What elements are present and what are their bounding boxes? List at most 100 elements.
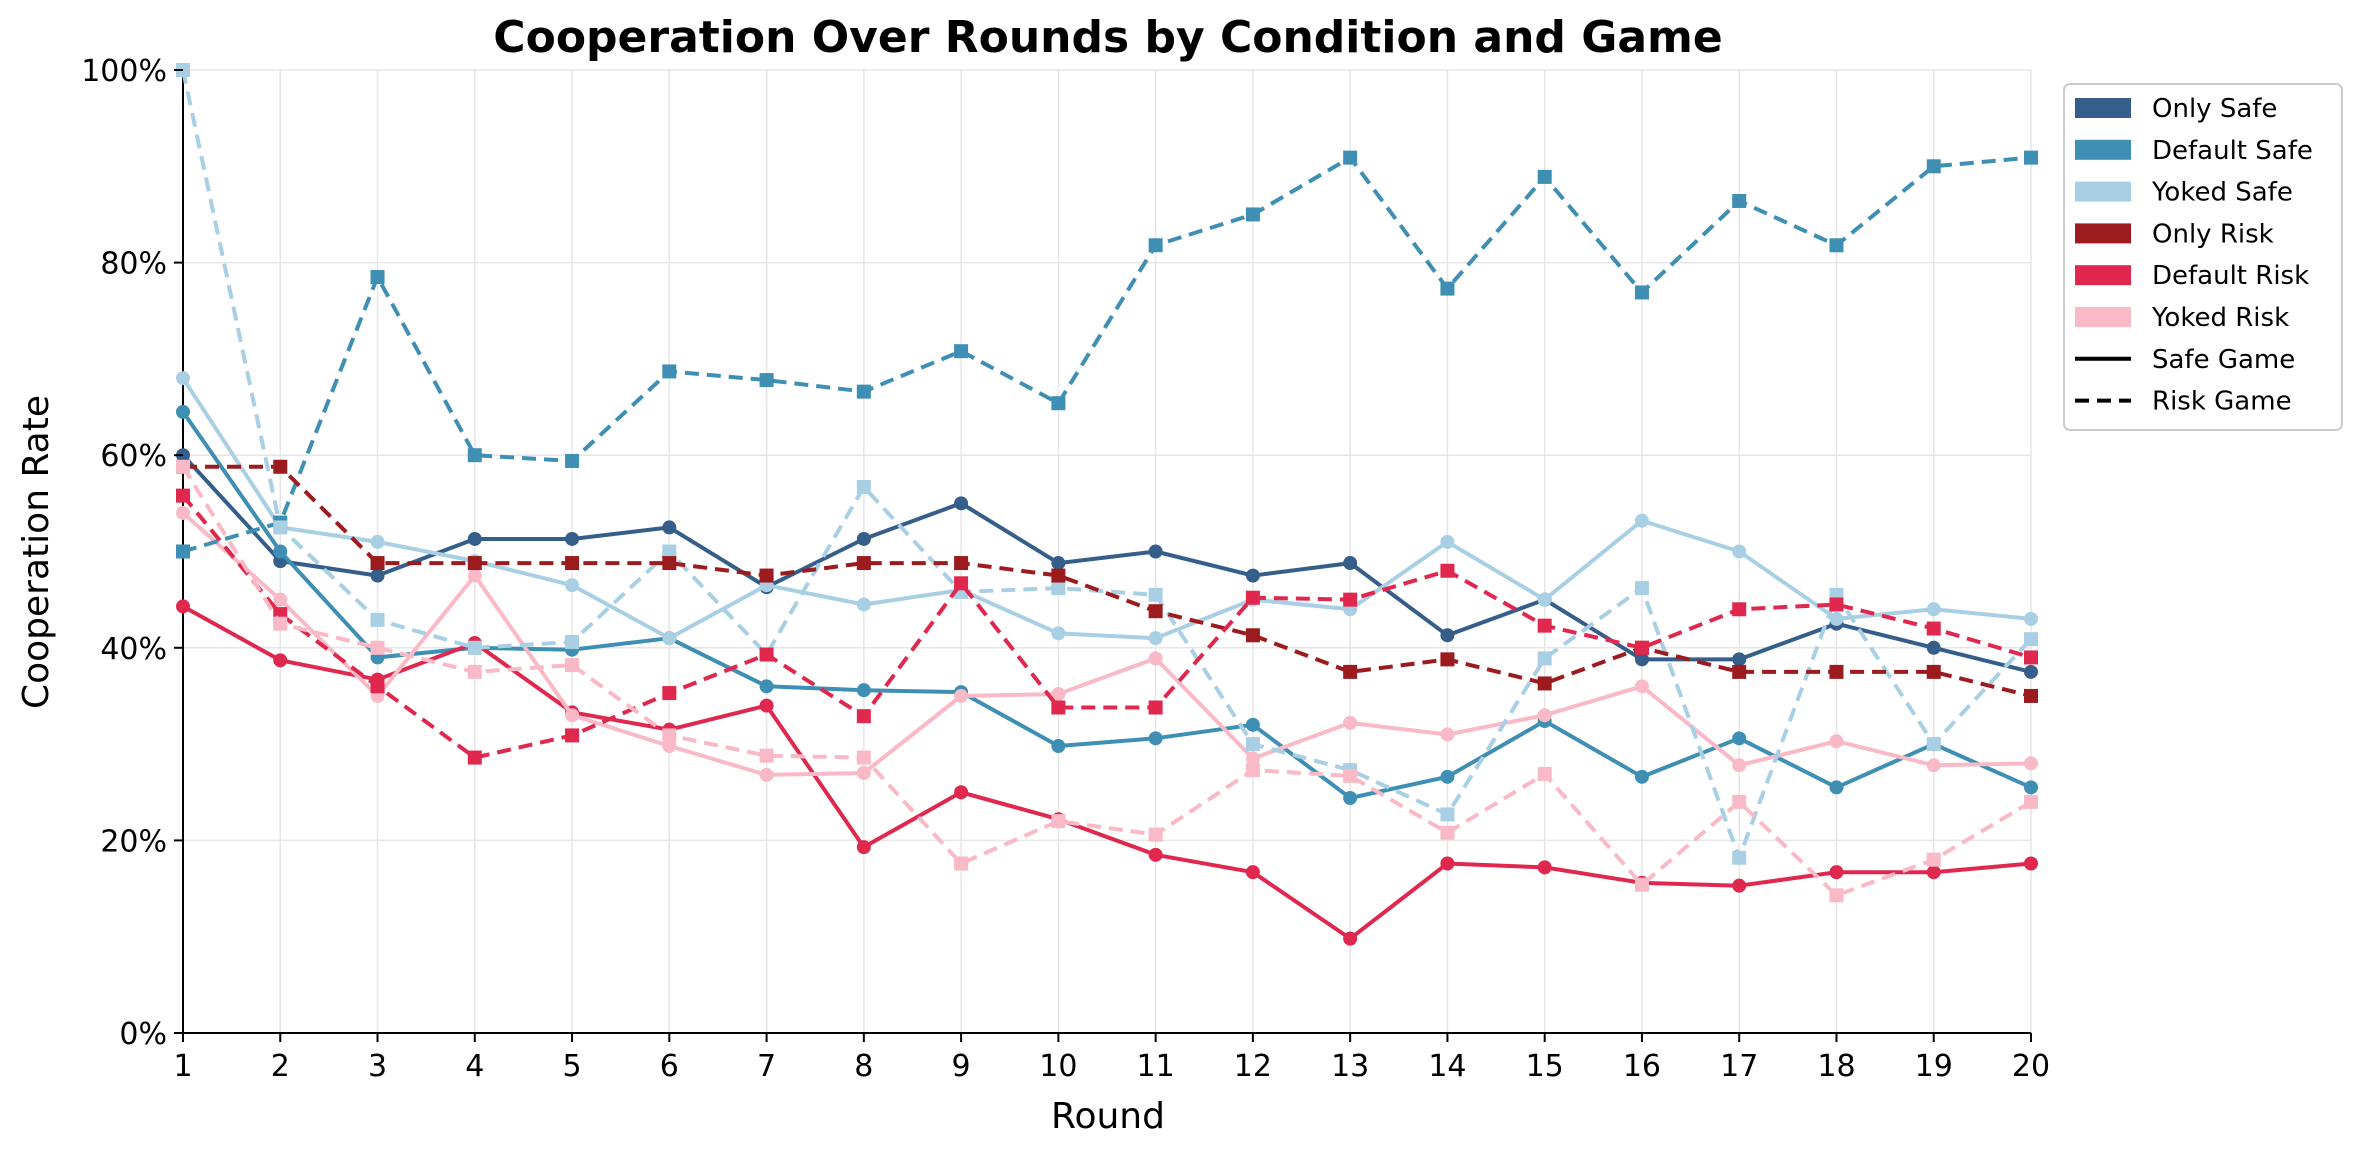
data-point [954, 496, 969, 511]
data-point [954, 785, 969, 800]
data-point [467, 448, 482, 463]
data-point [1148, 604, 1163, 619]
data-point [1343, 556, 1358, 571]
data-point [1829, 597, 1844, 612]
legend-item: Only Safe [2075, 94, 2277, 124]
data-point [1537, 676, 1552, 691]
data-point [176, 404, 190, 419]
data-point [467, 640, 482, 655]
data-point [1148, 847, 1163, 862]
data-point [2024, 664, 2038, 679]
data-point [1634, 652, 1649, 667]
data-point [1148, 587, 1163, 602]
data-point [1732, 193, 1747, 208]
data-point [2024, 150, 2038, 165]
data-point [370, 612, 385, 627]
legend-swatch [2075, 181, 2131, 202]
data-point [856, 765, 871, 780]
data-point [467, 556, 482, 571]
data-point [1926, 159, 1941, 174]
data-point [1926, 737, 1941, 752]
x-tick-label: 4 [465, 1049, 484, 1084]
data-point [1245, 763, 1260, 778]
x-tick-label: 16 [1623, 1049, 1661, 1084]
x-tick-label: 6 [660, 1049, 679, 1084]
x-tick-label: 1 [173, 1049, 192, 1084]
legend-swatch [2075, 98, 2131, 118]
legend-label: Default Risk [2152, 261, 2309, 291]
series-line-default-safe-risk-game [182, 155, 2032, 554]
x-tick-label: 12 [1234, 1049, 1272, 1084]
data-point [1926, 852, 1941, 867]
data-point [1926, 602, 1941, 617]
legend-item: Yoked Risk [2075, 303, 2289, 333]
data-point [1634, 513, 1649, 528]
y-tick-label: 40% [100, 632, 167, 667]
x-tick-label: 20 [2012, 1049, 2050, 1084]
data-point [759, 748, 774, 763]
data-point [856, 750, 871, 765]
data-point [273, 616, 288, 631]
data-point [1732, 794, 1747, 809]
x-tick-label: 13 [1331, 1049, 1369, 1084]
data-point [1537, 766, 1552, 781]
data-point [370, 679, 385, 694]
data-point [1148, 700, 1163, 715]
data-point [1440, 769, 1455, 784]
data-point [467, 750, 482, 765]
data-point [565, 531, 580, 546]
series-only-risk-risk-game [176, 459, 2038, 703]
data-point [1829, 780, 1844, 795]
data-point [1051, 700, 1066, 715]
data-point [759, 698, 774, 713]
data-point [856, 709, 871, 724]
legend-frame [2063, 83, 2343, 431]
y-tick-label: 100% [81, 54, 167, 89]
data-point [1245, 207, 1260, 222]
series-line-only-safe-safe-game [181, 453, 2032, 674]
x-tick-label: 17 [1720, 1049, 1758, 1084]
legend-item: Safe Game [2075, 345, 2295, 375]
data-point [273, 592, 288, 607]
legend-swatch [2075, 139, 2131, 160]
data-point [1732, 850, 1747, 865]
data-point [1732, 664, 1747, 679]
x-tick-label: 2 [271, 1049, 290, 1084]
data-point [1051, 556, 1066, 571]
data-point [954, 576, 969, 591]
x-tick-label: 14 [1428, 1049, 1466, 1084]
data-point [1537, 708, 1552, 723]
data-point [662, 686, 677, 701]
legend-label: Default Safe [2152, 136, 2313, 166]
x-tick-label: 18 [1817, 1049, 1855, 1084]
data-point [759, 647, 774, 662]
data-point [1343, 150, 1358, 165]
data-point [1051, 581, 1066, 596]
data-point [954, 856, 969, 871]
data-point [662, 364, 677, 379]
series-yoked-risk-risk-game [176, 459, 2038, 903]
legend-label: Safe Game [2152, 345, 2295, 375]
data-point [662, 739, 677, 754]
x-tick-label: 19 [1915, 1049, 1953, 1084]
y-tick-label: 0% [119, 1017, 167, 1052]
data-point [1634, 679, 1649, 694]
data-point [1245, 628, 1260, 643]
x-tick-label: 8 [854, 1049, 873, 1084]
series-line-yoked-risk-risk-game [181, 465, 2033, 898]
data-point [1926, 865, 1941, 880]
data-point [1634, 640, 1649, 655]
series-line-yoked-risk-safe-game [181, 511, 2032, 777]
data-point [1829, 238, 1844, 253]
data-point [1245, 737, 1260, 752]
series-line-yoked-safe-risk-game [181, 69, 2033, 860]
data-point [1829, 734, 1844, 749]
data-point [370, 556, 385, 571]
data-point [856, 556, 871, 571]
data-point [1440, 652, 1455, 667]
data-point [2024, 611, 2038, 626]
data-point [1343, 931, 1358, 946]
legend-swatch [2075, 265, 2131, 286]
data-point [1732, 652, 1747, 667]
data-point [1148, 651, 1163, 666]
